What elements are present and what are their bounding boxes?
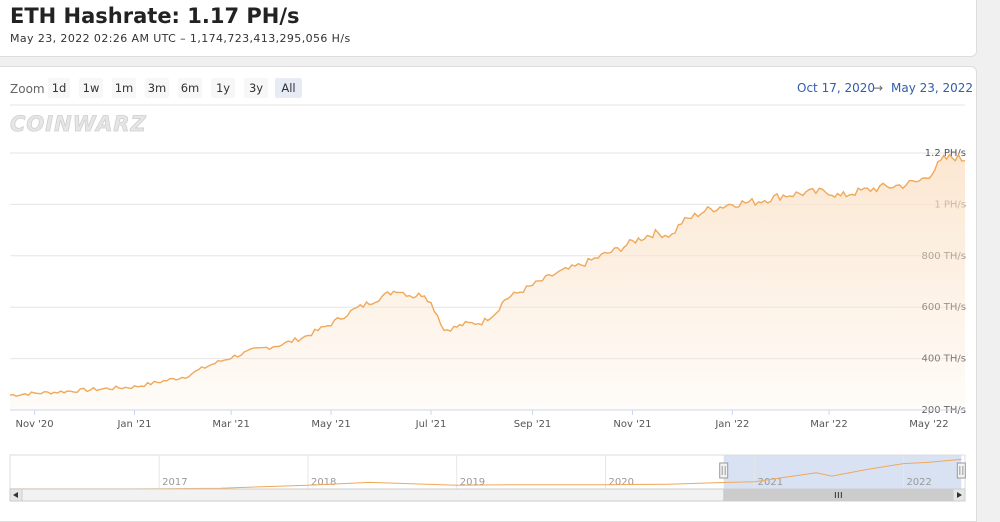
navigator-tick-label: 2019 — [460, 477, 485, 488]
range-arrow: → — [873, 81, 884, 95]
page-subtitle: May 23, 2022 02:26 AM UTC – 1,174,723,41… — [10, 32, 351, 45]
range-to-input[interactable]: May 23, 2022 — [891, 81, 974, 95]
handle-grip[interactable] — [719, 462, 729, 479]
zoom-1d-button[interactable]: 1d — [48, 78, 70, 98]
navigator-tick-label: 2020 — [608, 477, 633, 488]
scroll-right-arrow-icon — [957, 492, 962, 498]
x-tick-label: May '21 — [311, 419, 350, 430]
navigator[interactable]: 2017 2018 2019 2020 2021 2022 — [9, 454, 966, 490]
hashrate-area — [10, 154, 965, 410]
navigator-x-axis: 2017 2018 2019 2020 2021 2022 — [158, 455, 932, 489]
x-tick-label: May '22 — [909, 419, 948, 430]
x-tick-label: Jul '21 — [415, 419, 447, 430]
scroll-left-arrow-icon — [13, 492, 18, 498]
navigator-tick-label: 2018 — [311, 477, 336, 488]
zoom-label: Zoom — [10, 82, 45, 96]
range-from-input[interactable]: Oct 17, 2020 — [797, 81, 875, 95]
scrollbar-grip-icon — [834, 492, 842, 498]
zoom-6m-button[interactable]: 6m — [178, 78, 202, 98]
x-tick-label: Jan '21 — [116, 419, 151, 430]
header-card: ETH Hashrate: 1.17 PH/s May 23, 2022 02:… — [0, 0, 977, 57]
x-tick-label: Nov '20 — [15, 419, 53, 430]
navigator-series-line — [10, 458, 962, 490]
y-tick-label: 1.2 PH/s — [925, 148, 966, 159]
x-tick-label: Sep '21 — [514, 419, 552, 430]
zoom-all-button[interactable]: All — [275, 78, 302, 98]
hashrate-line — [9, 152, 966, 397]
x-tick-label: Nov '21 — [613, 419, 651, 430]
navigator-tick-label: 2022 — [906, 477, 931, 488]
zoom-1m-button[interactable]: 1m — [112, 78, 136, 98]
navigator-tick-label: 2021 — [758, 477, 783, 488]
page-title: ETH Hashrate: 1.17 PH/s — [10, 4, 300, 28]
logo-wordmark: COINWARZ — [10, 112, 147, 136]
coinwarz-logo: COINWARZ — [10, 112, 147, 136]
x-tick-label: Mar '22 — [810, 419, 848, 430]
zoom-1y-button[interactable]: 1y — [211, 78, 235, 98]
navigator-tick-label: 2017 — [162, 477, 187, 488]
navigator-selected-range[interactable] — [723, 455, 962, 489]
x-axis: Nov '20 Jan '21 Mar '21 May '21 Jul '21 Sep '… — [15, 410, 949, 430]
zoom-1w-button[interactable]: 1w — [79, 78, 103, 98]
zoom-3y-button[interactable]: 3y — [244, 78, 268, 98]
x-tick-label: Mar '21 — [212, 419, 250, 430]
x-tick-label: Jan '22 — [714, 419, 749, 430]
navigator-left-handle[interactable] — [719, 462, 729, 479]
handle-grip[interactable] — [956, 462, 966, 479]
scrollbar[interactable] — [9, 488, 966, 502]
navigator-right-handle[interactable] — [956, 462, 966, 479]
zoom-3m-button[interactable]: 3m — [145, 78, 169, 98]
